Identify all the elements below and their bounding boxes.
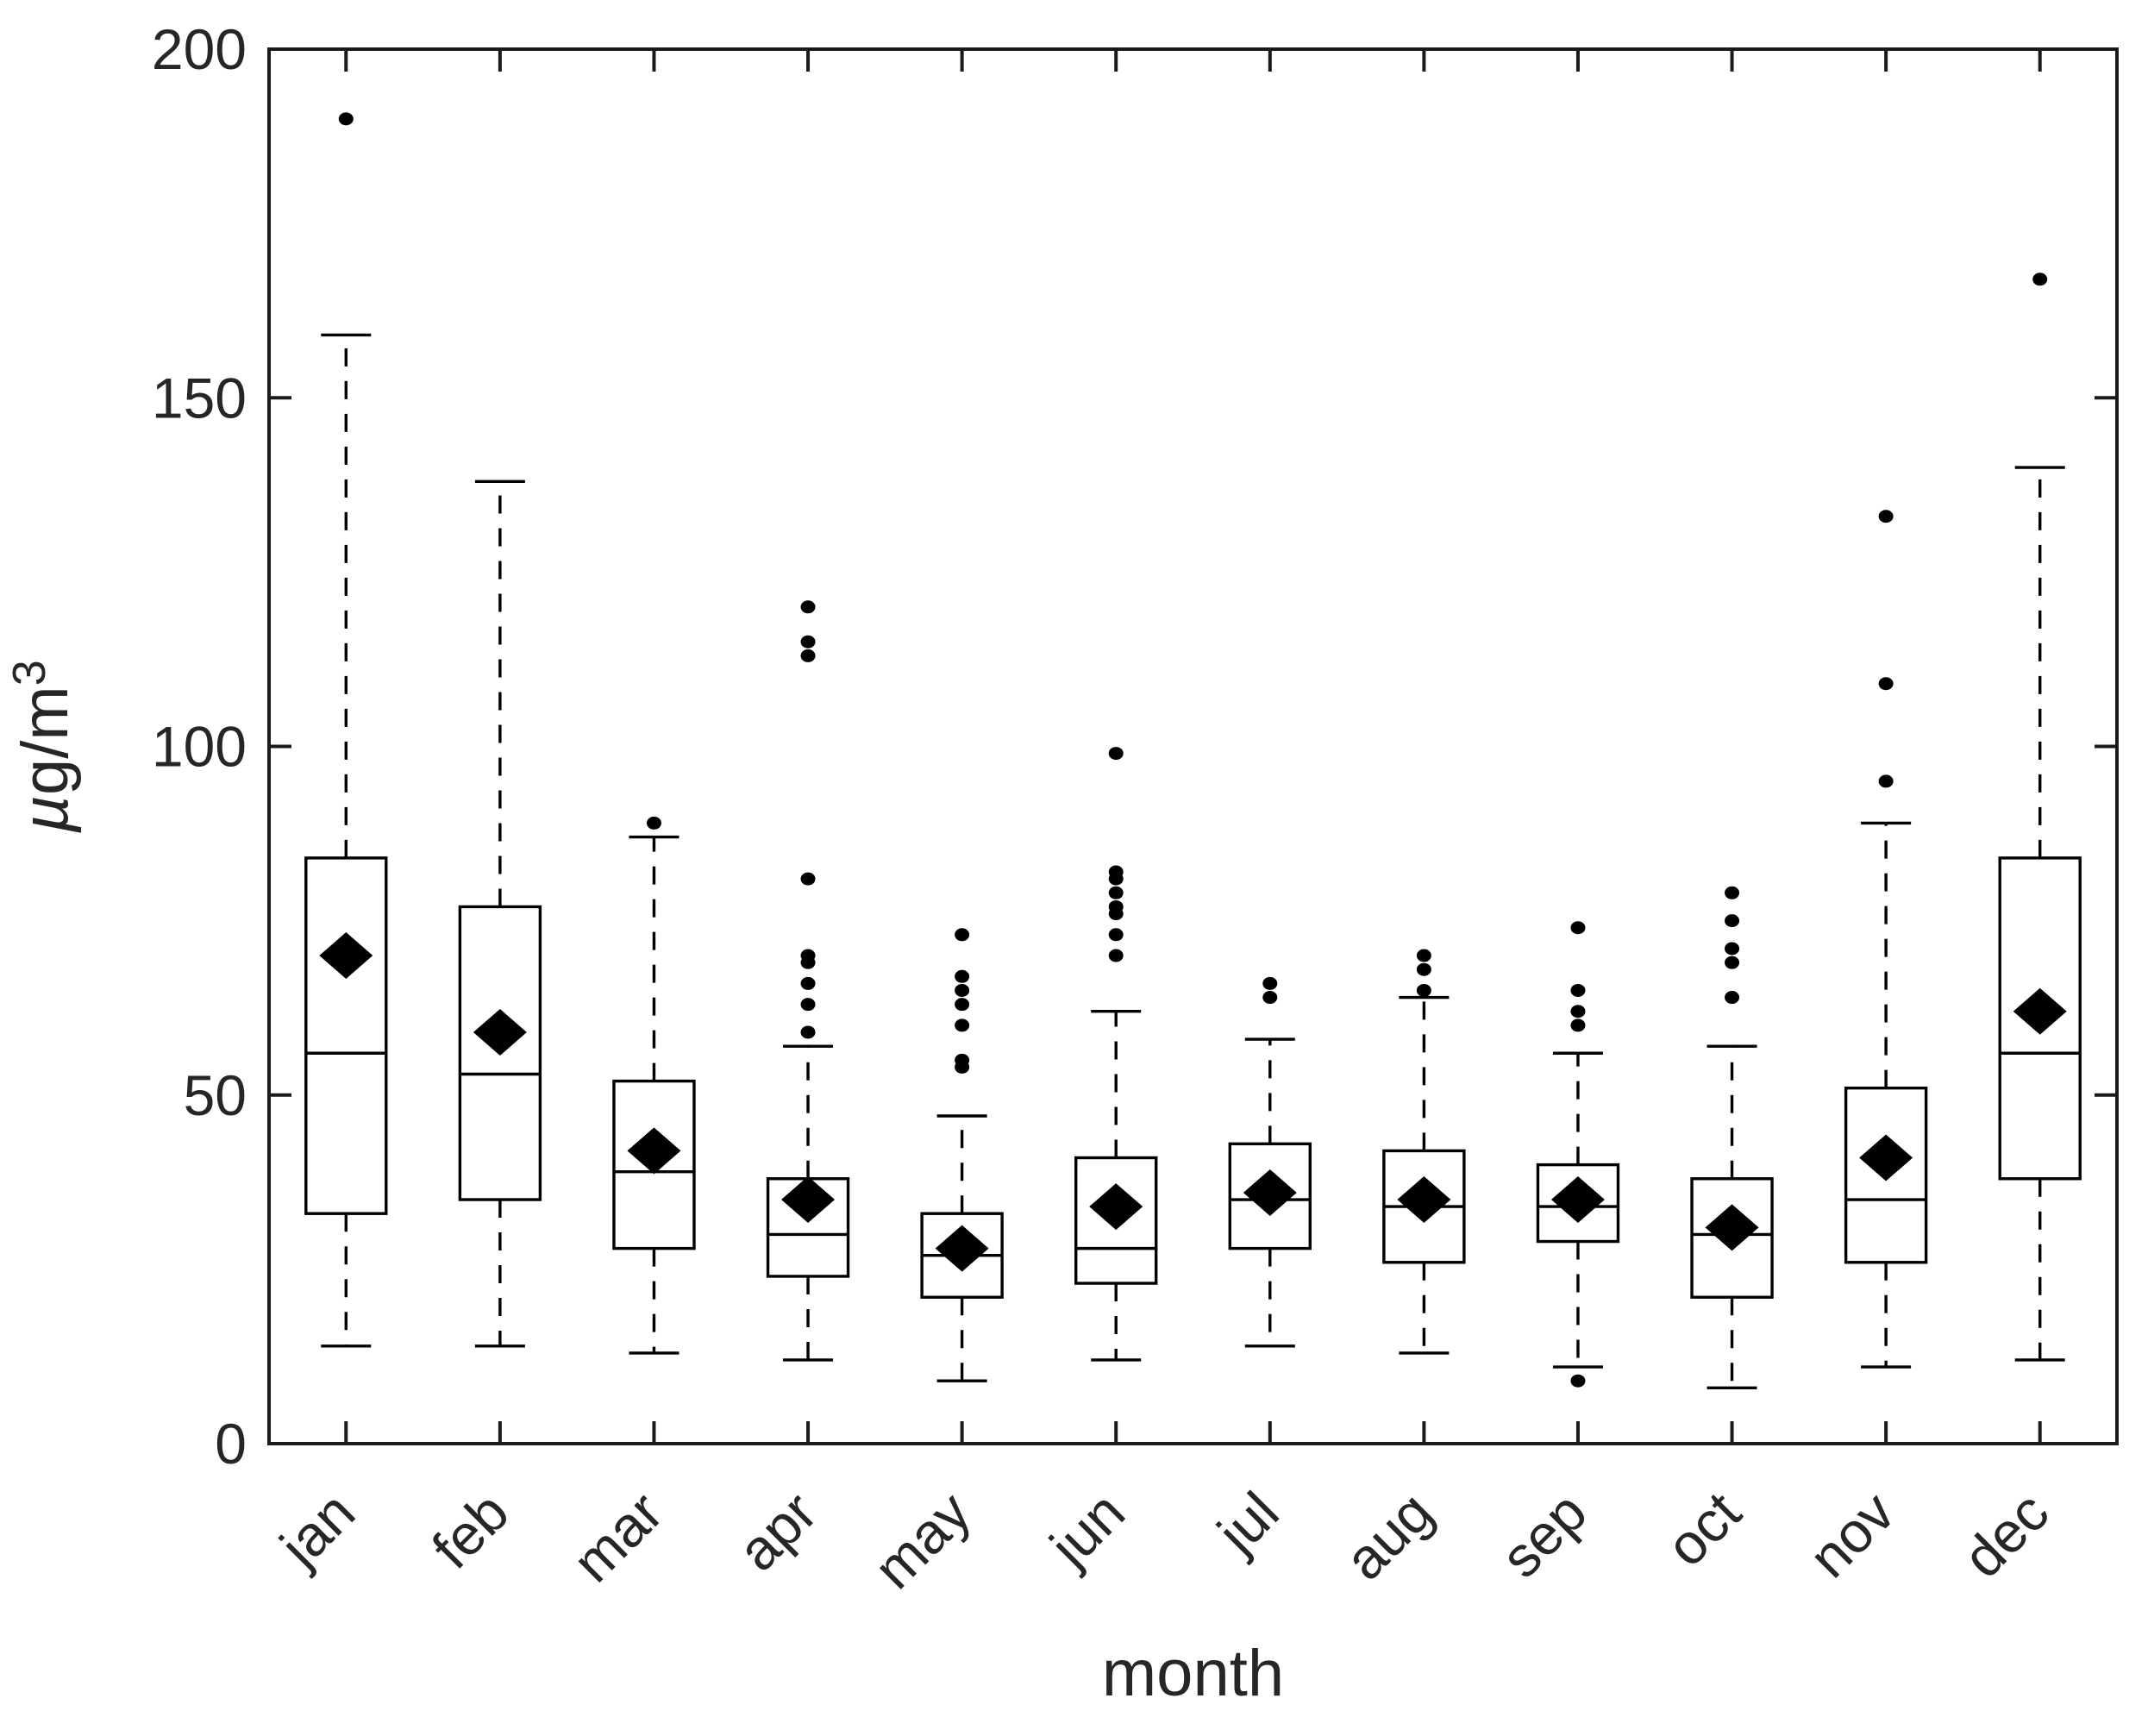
x-tick-label-sep: sep — [1488, 1480, 1599, 1590]
outlier-jun — [1108, 899, 1124, 913]
outlier-jan — [338, 112, 354, 126]
outlier-sep — [1570, 983, 1586, 997]
axes-frame — [267, 47, 2119, 1445]
x-tick-label-dec: dec — [1951, 1480, 2061, 1590]
mean-marker-aug — [1397, 1176, 1451, 1224]
outlier-apr — [800, 949, 816, 962]
x-tick-label-mar: mar — [560, 1480, 675, 1595]
outlier-jun — [1108, 886, 1124, 899]
outlier-apr — [800, 976, 816, 990]
outlier-apr — [800, 872, 816, 886]
x-tick-label-jul: jul — [1204, 1480, 1290, 1566]
x-tick-label-jun: jun — [1036, 1480, 1137, 1580]
y-tick-label: 200 — [152, 17, 247, 81]
outlier-nov — [1878, 774, 1894, 788]
y-tick-label: 0 — [215, 1412, 247, 1476]
box-feb — [458, 905, 542, 1201]
box-jan — [304, 856, 388, 1215]
outlier-mar — [646, 816, 661, 830]
mean-marker-apr — [781, 1176, 836, 1224]
mean-marker-oct — [1705, 1204, 1759, 1251]
x-axis-label: month — [1102, 1637, 1284, 1710]
outlier-sep — [1570, 1018, 1586, 1032]
outlier-oct — [1725, 942, 1740, 956]
outlier-jun — [1108, 949, 1124, 962]
outlier-oct — [1725, 991, 1740, 1005]
mean-marker-mar — [627, 1127, 681, 1175]
outlier-dec — [2032, 273, 2048, 286]
outlier-aug — [1416, 949, 1431, 962]
mean-marker-sep — [1550, 1176, 1605, 1224]
x-tick-label-feb: feb — [420, 1480, 521, 1581]
outlier-may — [955, 928, 970, 942]
outlier-nov — [1878, 677, 1894, 691]
outlier-sep — [1570, 921, 1586, 935]
outlier-jun — [1108, 928, 1124, 942]
outlier-apr — [800, 998, 816, 1012]
mean-marker-jan — [319, 932, 373, 980]
outlier-jul — [1262, 991, 1278, 1005]
x-tick-label-oct: oct — [1654, 1480, 1753, 1579]
outlier-may — [955, 1053, 970, 1067]
outlier-may — [955, 983, 970, 997]
outlier-apr — [800, 649, 816, 662]
x-tick-label-apr: apr — [725, 1480, 829, 1583]
outlier-apr — [800, 600, 816, 614]
outlier-apr — [800, 1025, 816, 1039]
x-tick-label-jan: jan — [266, 1480, 366, 1580]
mean-marker-jul — [1243, 1169, 1297, 1216]
outlier-oct — [1725, 914, 1740, 928]
outlier-may — [955, 969, 970, 983]
outlier-may — [955, 998, 970, 1012]
x-tick-label-nov: nov — [1796, 1480, 1907, 1590]
y-tick-label: 50 — [184, 1063, 247, 1127]
x-tick-label-may: may — [861, 1480, 982, 1601]
outlier-oct — [1725, 956, 1740, 969]
outlier-nov — [1878, 510, 1894, 523]
x-tick-label-aug: aug — [1332, 1480, 1444, 1592]
outlier-jun — [1108, 747, 1124, 761]
mean-marker-feb — [473, 1008, 527, 1056]
y-tick-label: 150 — [152, 366, 247, 429]
outlier-may — [955, 1018, 970, 1032]
outlier-jul — [1262, 976, 1278, 990]
outlier-sep — [1570, 1005, 1586, 1018]
outlier-aug — [1416, 983, 1431, 997]
mean-marker-may — [935, 1225, 989, 1272]
outlier-apr — [800, 635, 816, 649]
mean-marker-jun — [1089, 1183, 1143, 1231]
outlier-sep — [1570, 1374, 1586, 1388]
mean-marker-dec — [2013, 987, 2067, 1035]
outlier-aug — [1416, 962, 1431, 976]
outlier-jun — [1108, 865, 1124, 879]
outlier-oct — [1725, 886, 1740, 899]
mean-marker-nov — [1859, 1134, 1913, 1181]
y-axis-label: µg/m3 — [3, 660, 82, 834]
y-tick-label: 100 — [152, 715, 247, 779]
